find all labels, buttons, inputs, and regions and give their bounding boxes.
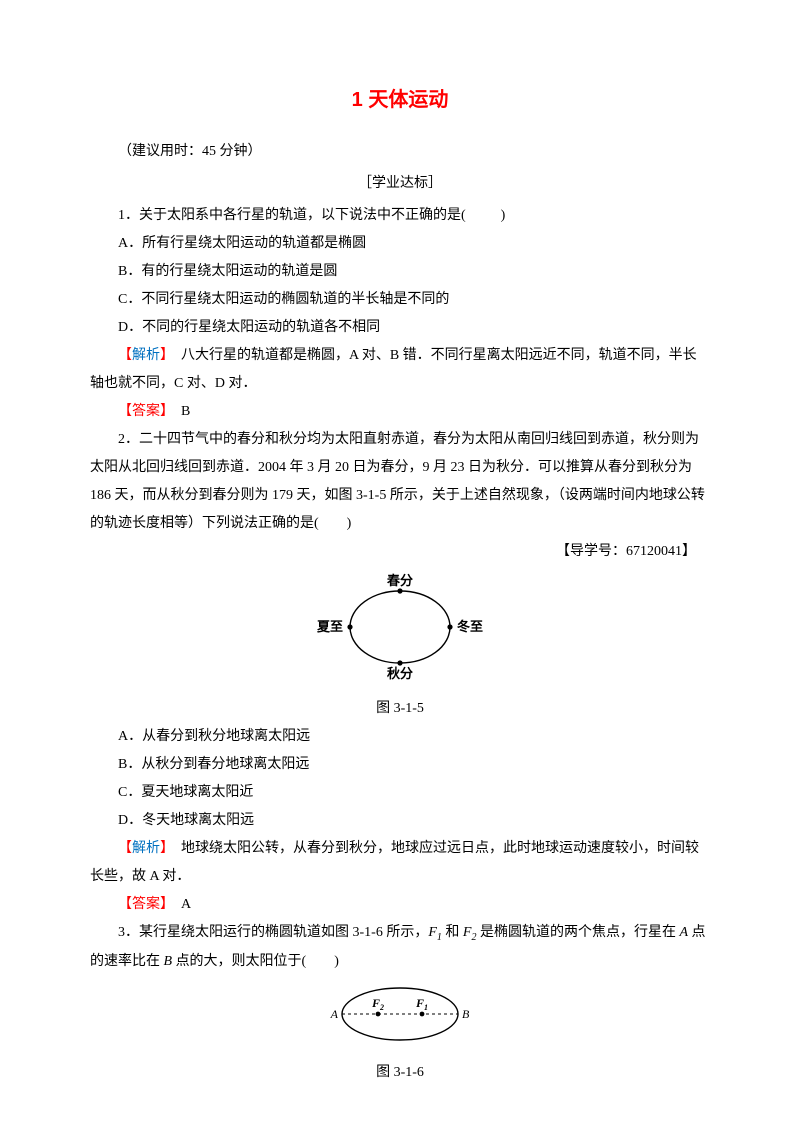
q2-fig-cap: 图 3-1-5 (90, 695, 710, 723)
analysis-word: 解析 (132, 348, 160, 363)
q1-stem-prefix: 1．关于太阳系中各行星的轨道，以下说法中不正确的是( (118, 208, 466, 223)
q3-p2: 和 (442, 925, 463, 940)
q3-F2: F2 (463, 925, 477, 940)
time-hint: （建议用时：45 分钟） (90, 138, 710, 166)
q2-optC: C．夏天地球离太阳近 (90, 779, 710, 807)
answer-label: 【答案】 (118, 404, 167, 419)
analysis-open-bracket: 【 (118, 841, 132, 856)
analysis-close-bracket: 】 (160, 348, 167, 363)
q2-optD: D．冬天地球离太阳远 (90, 807, 710, 835)
orbit-ellipse-icon: F2 F1 A B (315, 982, 485, 1046)
dot-left (347, 624, 352, 629)
q1-blank (469, 208, 497, 223)
q2-analysis-body: 地球绕太阳公转，从春分到秋分，地球应过远日点，此时地球运动速度较小，时间较长些，… (90, 841, 699, 884)
label-top: 春分 (386, 573, 413, 588)
q3-p3: 是椭圆轨道的两个焦点，行星在 (476, 925, 679, 940)
dot-top (397, 588, 402, 593)
answer-label: 【答案】 (118, 897, 167, 912)
q2-optA: A．从春分到秋分地球离太阳远 (90, 723, 710, 751)
q1-optA: A．所有行星绕太阳运动的轨道都是椭圆 (90, 230, 710, 258)
analysis-word: 解析 (132, 841, 160, 856)
q3-A: A (679, 925, 688, 940)
q3-F1: F1 (428, 925, 442, 940)
focus-F2 (376, 1011, 381, 1016)
page-title: 1 天体运动 (90, 80, 710, 120)
q1-answer-val: B (167, 404, 190, 419)
q3-B: B (164, 954, 173, 969)
label-F2: F2 (371, 996, 384, 1012)
section-heading: ［学业达标］ (90, 170, 710, 198)
q3-p5: 点的大，则太阳位于( ) (172, 954, 339, 969)
q1-optC: C．不同行星绕太阳运动的椭圆轨道的半长轴是不同的 (90, 286, 710, 314)
q2-figure: 春分 秋分 夏至 冬至 (90, 572, 710, 693)
q3-figure: F2 F1 A B (90, 982, 710, 1057)
label-A: A (330, 1007, 339, 1021)
q1-stem-suffix: ) (501, 208, 506, 223)
ellipse-diagram-icon: 春分 秋分 夏至 冬至 (310, 572, 490, 682)
q1-answer: 【答案】 B (90, 398, 710, 426)
q2-answer: 【答案】 A (90, 891, 710, 919)
q1-analysis-body: 八大行星的轨道都是椭圆，A 对、B 错．不同行星离太阳远近不同，轨道不同，半长轴… (90, 348, 697, 391)
label-bottom: 秋分 (387, 666, 413, 681)
q2-analysis: 【解析】 地球绕太阳公转，从春分到秋分，地球应过远日点，此时地球运动速度较小，时… (90, 835, 710, 891)
dot-bottom (397, 660, 402, 665)
q1-stem: 1．关于太阳系中各行星的轨道，以下说法中不正确的是( ) (90, 202, 710, 230)
q2-stem: 2．二十四节气中的春分和秋分均为太阳直射赤道，春分为太阳从南回归线回到赤道，秋分… (90, 426, 710, 538)
q1-optB: B．有的行星绕太阳运动的轨道是圆 (90, 258, 710, 286)
q1-analysis: 【解析】 八大行星的轨道都是椭圆，A 对、B 错．不同行星离太阳远近不同，轨道不… (90, 342, 710, 398)
q2-answer-val: A (167, 897, 191, 912)
q3-stem: 3．某行星绕太阳运行的椭圆轨道如图 3-1-6 所示，F1 和 F2 是椭圆轨道… (90, 919, 710, 976)
q2-ref: 【导学号：67120041】 (90, 538, 710, 566)
q3-p1: 3．某行星绕太阳运行的椭圆轨道如图 3-1-6 所示， (118, 925, 428, 940)
analysis-close-bracket: 】 (160, 841, 167, 856)
label-B: B (462, 1007, 470, 1021)
q1-optD: D．不同的行星绕太阳运动的轨道各不相同 (90, 314, 710, 342)
label-right: 冬至 (457, 619, 483, 634)
q2-optB: B．从秋分到春分地球离太阳远 (90, 751, 710, 779)
q3-fig-cap: 图 3-1-6 (90, 1059, 710, 1087)
analysis-open-bracket: 【 (118, 348, 132, 363)
focus-F1 (420, 1011, 425, 1016)
label-left: 夏至 (316, 619, 343, 634)
label-F1: F1 (415, 996, 428, 1012)
dot-right (447, 624, 452, 629)
orbit-ellipse (350, 591, 450, 663)
